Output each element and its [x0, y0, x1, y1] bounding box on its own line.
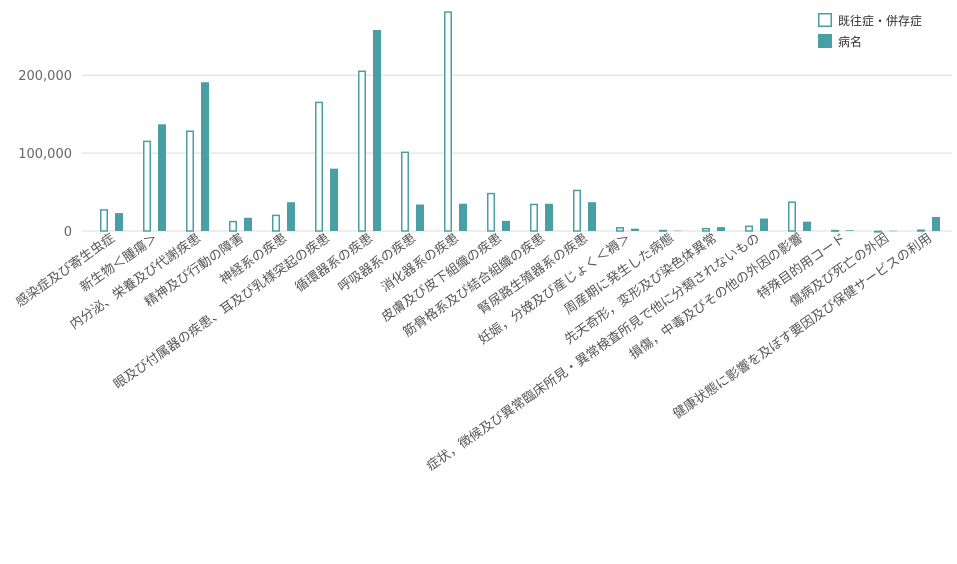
y-tick-label: 0 — [64, 225, 72, 240]
bar-disease-name — [115, 213, 123, 231]
bar-disease-name — [889, 230, 897, 232]
y-axis: 0 100,000 200,000 — [18, 69, 72, 240]
bar-comorbidity — [659, 229, 667, 232]
bar-disease-name — [287, 202, 295, 231]
bar-comorbidity — [874, 230, 882, 233]
bar-comorbidity — [487, 192, 495, 232]
bar-comorbidity — [401, 151, 409, 232]
bar-disease-name — [932, 216, 940, 231]
bar-disease-name — [244, 217, 252, 231]
bar-disease-name — [588, 202, 596, 231]
bar-comorbidity — [100, 209, 108, 232]
legend-swatch-outline — [818, 13, 832, 27]
bar-disease-name — [674, 230, 682, 232]
bar-disease-name — [502, 220, 510, 231]
bar-disease-name — [330, 168, 338, 231]
bar-comorbidity — [229, 220, 237, 232]
legend-swatch-filled — [818, 34, 832, 48]
legend-label: 既往症・併存症 — [838, 13, 922, 28]
bar-disease-name — [846, 230, 854, 231]
bar-comorbidity — [143, 140, 151, 232]
bar-comorbidity — [745, 225, 753, 232]
bar-disease-name — [416, 204, 424, 231]
bar-disease-name — [158, 124, 166, 231]
bar-comorbidity — [616, 227, 624, 232]
bar-disease-name — [803, 221, 811, 231]
bar-comorbidity — [358, 70, 366, 232]
bar-comorbidity — [530, 203, 538, 232]
bar-disease-name — [373, 30, 381, 231]
bar-comorbidity — [917, 229, 925, 232]
bar-comorbidity — [573, 189, 581, 232]
bar-disease-name — [760, 218, 768, 231]
bar-disease-name — [201, 82, 209, 231]
bar-comorbidity — [831, 229, 839, 232]
bar-disease-name — [631, 228, 639, 231]
y-tick-label: 100,000 — [18, 147, 72, 162]
legend-label: 病名 — [838, 34, 862, 49]
bar-comorbidity — [702, 227, 710, 232]
bar-disease-name — [459, 203, 467, 231]
bar-comorbidity — [315, 101, 323, 232]
bar-comorbidity — [788, 201, 796, 232]
x-axis: 感染症及び寄生虫症新生物＜腫瘍＞内分泌、栄養及び代謝疾患精神及び行動の障害神経系… — [13, 230, 935, 474]
grid — [82, 74, 952, 232]
bar-comorbidity — [444, 11, 452, 232]
bar-disease-name — [717, 227, 725, 231]
y-tick-label: 200,000 — [18, 69, 72, 84]
bar-comorbidity — [186, 130, 194, 232]
bar-comorbidity — [272, 214, 280, 232]
bar-disease-name — [545, 203, 553, 231]
plot-area — [100, 11, 940, 233]
